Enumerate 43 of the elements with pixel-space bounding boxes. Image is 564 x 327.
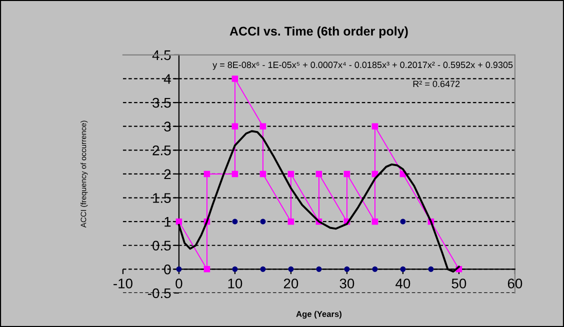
point	[232, 123, 238, 130]
x-tick-label: -10	[114, 278, 132, 288]
x-tick-label: 30	[340, 278, 354, 288]
point	[316, 170, 322, 178]
point	[372, 266, 378, 272]
point	[260, 123, 266, 130]
y-tick-label: 2.5	[152, 145, 171, 156]
y-tick-label: 1	[164, 217, 171, 227]
point	[372, 218, 378, 225]
point	[288, 170, 294, 178]
point	[344, 266, 350, 272]
point	[344, 170, 350, 178]
annotation: y = 8E-08x⁶ - 1E-05x⁵ + 0.0007x⁴ - 0.0185x³ + 0.2017x² - 0.5952x + 0.9305	[212, 62, 513, 70]
point	[428, 266, 434, 272]
x-tick-label: 0	[176, 278, 182, 288]
x-tick-label: 50	[452, 278, 466, 288]
point	[232, 218, 238, 224]
y-tick-label: 3	[164, 122, 171, 132]
point	[260, 218, 266, 224]
point	[372, 123, 378, 130]
point	[400, 218, 406, 224]
point	[204, 266, 210, 272]
point	[288, 266, 294, 272]
point	[316, 266, 322, 272]
y-tick-label: 1.5	[153, 193, 171, 203]
x-tick-label: 20	[284, 278, 298, 288]
chart-title: ACCI vs. Time (6th order poly)	[230, 26, 408, 38]
point	[204, 170, 210, 178]
point	[260, 170, 266, 178]
x-tick-label: 40	[396, 278, 410, 288]
point	[176, 218, 182, 225]
y-tick-label: -0.5	[148, 288, 171, 298]
point	[232, 170, 238, 178]
point	[400, 266, 406, 272]
y-tick-label: 0	[164, 264, 171, 274]
x-axis-title: Age (Years)	[296, 310, 342, 319]
point	[288, 218, 294, 225]
x-tick-label: 10	[228, 278, 242, 288]
x-tick-label: 60	[508, 278, 522, 288]
annotation: R² = 0.6472	[413, 80, 460, 88]
point	[232, 266, 238, 272]
point	[260, 266, 266, 272]
point	[232, 76, 238, 82]
